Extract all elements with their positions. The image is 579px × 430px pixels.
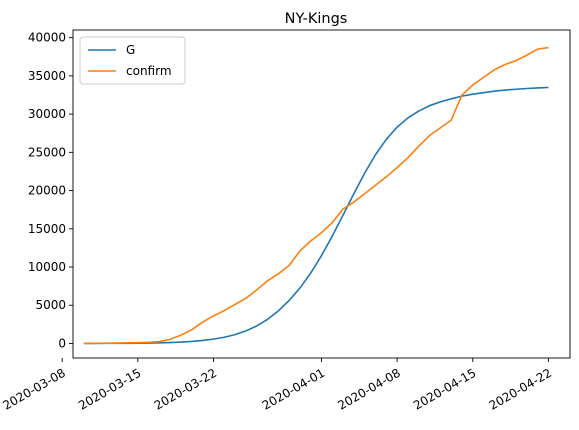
x-tick-label: 2020-04-15	[411, 366, 478, 413]
legend-box	[79, 36, 186, 85]
y-tick-label: 5000	[35, 298, 66, 312]
y-tick-label: 20000	[28, 184, 66, 198]
legend-label: G	[126, 43, 135, 57]
legend-label: confirm	[126, 64, 172, 78]
y-tick-label: 25000	[28, 145, 66, 159]
series-line-g	[83, 86, 549, 345]
series-line-confirm	[83, 46, 549, 345]
x-tick-label: 2020-04-22	[487, 366, 554, 413]
y-tick-label: 15000	[28, 222, 66, 236]
y-tick-label: 40000	[28, 31, 66, 45]
x-tick-label: 2020-04-01	[260, 366, 327, 413]
x-tick-label: 2020-03-22	[152, 366, 219, 413]
x-tick-label: 2020-03-15	[76, 366, 143, 413]
chart-title: NY-Kings	[285, 11, 348, 27]
y-tick-label: 30000	[28, 107, 66, 121]
x-tick-label: 2020-03-08	[0, 366, 67, 413]
y-tick-label: 35000	[28, 69, 66, 83]
y-tick-label: 0	[58, 336, 66, 350]
y-tick-label: 10000	[28, 260, 66, 274]
plot-area: 0 5000 10000 15000 20000 25000 30000 35000 40000…	[0, 29, 571, 413]
x-tick-label: 2020-04-08	[335, 366, 402, 413]
